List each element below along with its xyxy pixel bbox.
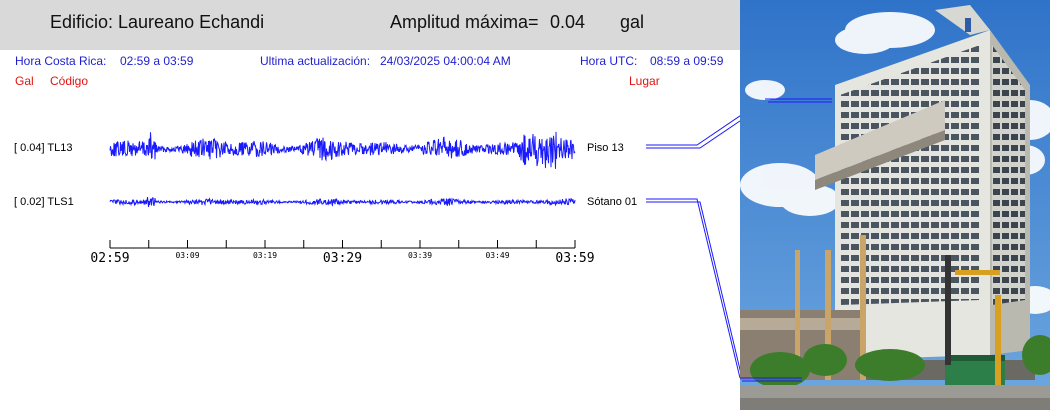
trace-tl13 <box>109 131 576 169</box>
time-major-label: 03:29 <box>323 251 362 266</box>
leader-tl13-inner <box>646 101 740 149</box>
building-photo <box>740 0 1050 410</box>
leader-tls1-inner <box>646 201 740 372</box>
photo-leader-overlay <box>740 98 832 382</box>
time-major-label: 02:59 <box>90 251 129 266</box>
local-time-label: Hora Costa Rica: <box>15 54 107 68</box>
building-title: Edificio: Laureano Echandi <box>50 12 265 32</box>
amplitude-value: 0.04 <box>550 12 586 32</box>
leader-tls1-outer <box>646 198 740 379</box>
trace-tls1 <box>109 197 576 208</box>
last-update-label: Ultima actualización: <box>260 54 371 68</box>
local-time-range: 02:59 a 03:59 <box>120 54 194 68</box>
channel-tl13-label: [ 0.04] TL13 <box>14 142 73 154</box>
leader-lines <box>646 98 740 379</box>
time-minor-label: 03:49 <box>485 251 509 260</box>
leader-tl13-outer <box>646 98 740 146</box>
time-minor-label: 03:09 <box>175 251 199 260</box>
channel-tl13-place: Piso 13 <box>587 142 624 154</box>
code-column-header: Código <box>50 74 89 88</box>
header-bar: Edificio: Laureano Echandi Amplitud máxi… <box>0 0 740 50</box>
time-axis: 02:59 03:29 03:59 03:09 03:19 03:39 03:49 <box>90 240 595 266</box>
utc-label: Hora UTC: <box>580 54 638 68</box>
utc-range: 08:59 a 09:59 <box>650 54 724 68</box>
traces-layer <box>109 131 576 208</box>
time-minor-label: 03:19 <box>253 251 277 260</box>
amplitude-unit: gal <box>620 12 645 32</box>
channel-tls1-label: [ 0.02] TLS1 <box>14 196 74 208</box>
amplitude-label: Amplitud máxima= <box>390 12 539 32</box>
last-update-value: 24/03/2025 04:00:04 AM <box>380 54 511 68</box>
seismogram-plot: 02:59 03:29 03:59 03:09 03:19 03:39 03:49 <box>90 98 740 379</box>
time-major-label: 03:59 <box>555 251 594 266</box>
gal-column-header: Gal <box>15 74 34 88</box>
channel-tls1-place: Sótano 01 <box>587 196 638 208</box>
place-column-header: Lugar <box>629 74 660 88</box>
time-minor-label: 03:39 <box>408 251 432 260</box>
